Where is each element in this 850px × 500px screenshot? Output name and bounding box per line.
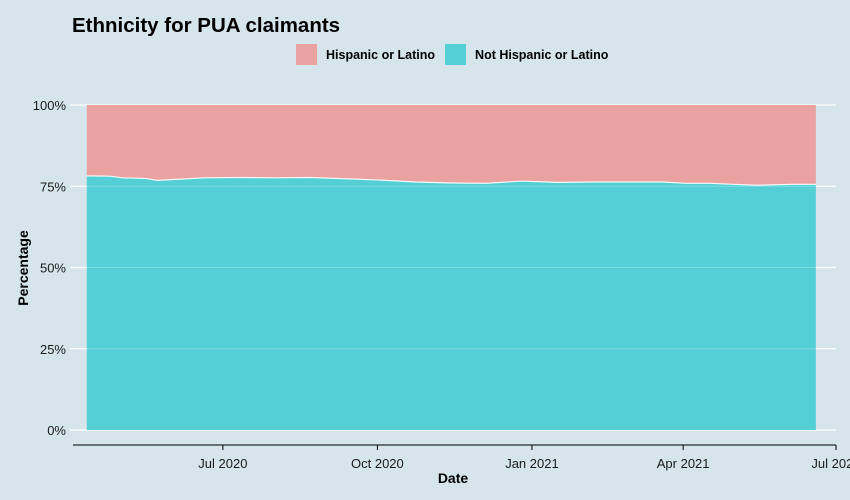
legend-label-hispanic: Hispanic or Latino	[326, 47, 436, 62]
legend-label-not-hispanic: Not Hispanic or Latino	[475, 47, 609, 62]
axis-layer: 0% 25% 50% 75% 100% Jul 2020 Oct 2020 Jan 2021 A…	[33, 98, 850, 471]
y-tick-label: 100%	[33, 98, 67, 113]
legend-item-not-hispanic: Not Hispanic or Latino	[445, 44, 608, 65]
area-layer	[86, 105, 816, 430]
y-tick-label: 50%	[40, 261, 66, 276]
x-tick-label: Jul 2020	[198, 456, 247, 471]
grid-overlay	[86, 185, 816, 350]
x-tick-label: Jul 2021	[811, 456, 850, 471]
legend-item-hispanic: Hispanic or Latino	[296, 44, 435, 65]
legend-swatch-hispanic	[296, 44, 317, 65]
y-tick-label: 25%	[40, 342, 66, 357]
x-axis-title: Date	[438, 470, 469, 486]
x-tick-label: Jan 2021	[505, 456, 559, 471]
y-tick-label: 75%	[40, 179, 66, 194]
chart-title: Ethnicity for PUA claimants	[72, 14, 341, 37]
area-hispanic	[86, 105, 816, 186]
y-axis-title: Percentage	[15, 230, 31, 306]
area-not-hispanic	[86, 175, 816, 430]
legend: Hispanic or Latino Not Hispanic or Latin…	[296, 44, 618, 65]
y-tick-label: 0%	[47, 423, 66, 438]
x-tick-label: Apr 2021	[657, 456, 710, 471]
x-tick-label: Oct 2020	[351, 456, 404, 471]
series-boundary-line	[86, 175, 816, 186]
legend-swatch-not-hispanic	[445, 44, 467, 65]
